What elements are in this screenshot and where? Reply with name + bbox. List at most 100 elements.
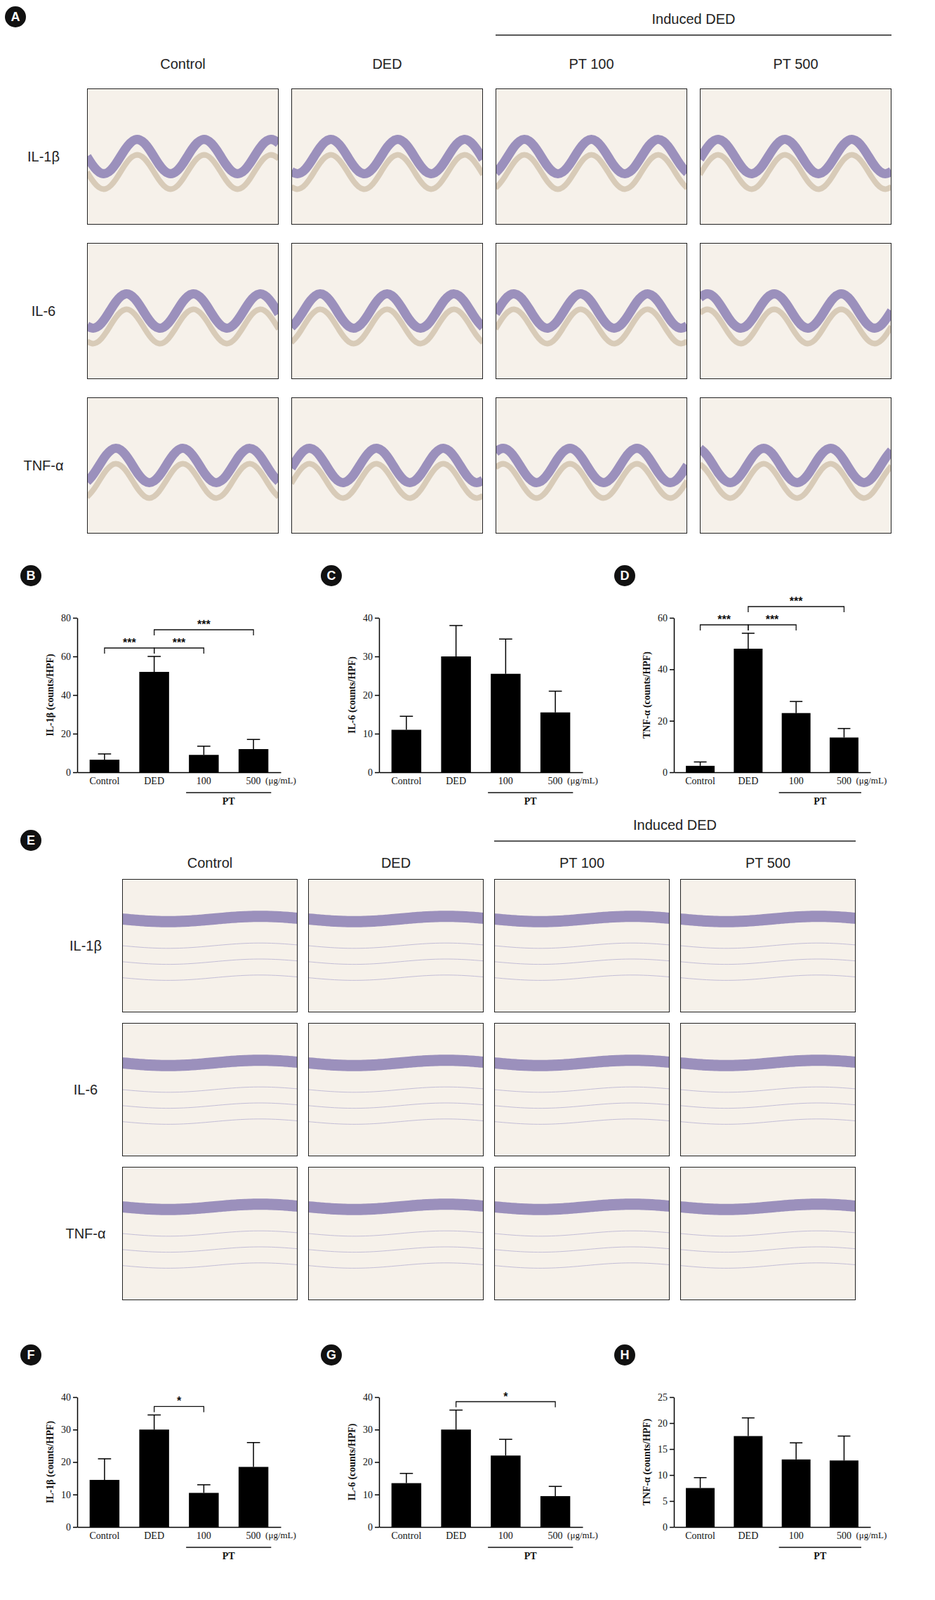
- column-header: PT 100: [559, 854, 605, 871]
- error-bar-cap: [548, 690, 563, 693]
- bar: [238, 1466, 269, 1527]
- bar: [89, 759, 120, 773]
- image-frame: [495, 242, 688, 380]
- image-frame: [495, 397, 688, 534]
- y-tick: 40: [657, 664, 674, 675]
- unit-label: (μg/mL): [265, 774, 297, 786]
- y-axis-title: IL-1β (counts/HPF): [44, 1420, 57, 1503]
- bar-chart: 0204060ControlDED100500TNF-α (counts/HPF…: [641, 595, 887, 807]
- bar: [781, 1459, 811, 1527]
- x-tick-label: 100: [498, 1530, 514, 1541]
- image-frame: [308, 1166, 484, 1301]
- y-tick-mark: [374, 656, 380, 658]
- image-cell: [680, 1022, 856, 1157]
- row-label: TNF-α: [65, 1225, 106, 1242]
- image-background: [122, 1166, 298, 1301]
- image-background: [308, 1166, 484, 1301]
- panel-letter: B: [26, 568, 36, 583]
- y-tick-label: 0: [367, 1521, 373, 1533]
- panel-letter-group: D: [614, 565, 636, 587]
- bar: [685, 765, 715, 773]
- error-bar-cap: [197, 1483, 211, 1486]
- image-frame: [87, 397, 279, 534]
- y-tick-label: 30: [61, 1424, 71, 1435]
- y-tick: 5: [662, 1495, 674, 1507]
- y-tick-mark: [73, 617, 78, 620]
- error-bar-stem: [405, 715, 408, 730]
- x-tick: 100: [498, 1530, 514, 1541]
- error-bar: [197, 746, 211, 755]
- error-bar: [548, 1486, 563, 1496]
- group-label: PT: [813, 1550, 827, 1562]
- error-bar-cap: [400, 1472, 414, 1475]
- tissue-sketch: [494, 975, 670, 981]
- error-bar: [147, 656, 161, 672]
- row-label: IL-1β: [27, 148, 60, 165]
- y-tick-mark: [374, 694, 380, 697]
- x-tick: Control: [89, 1530, 121, 1541]
- x-axis-line: [77, 1526, 282, 1529]
- y-tick-mark: [73, 1429, 78, 1431]
- tissue-sketch: [87, 309, 279, 344]
- tissue-sketch: [308, 1262, 484, 1269]
- y-tick-mark: [669, 1474, 674, 1477]
- x-axis: ControlDED100500: [379, 1527, 584, 1541]
- y-tick: 20: [657, 715, 674, 727]
- image-background: [699, 88, 892, 225]
- bar-chart: 0510152025ControlDED100500TNF-α (counts/…: [641, 1391, 887, 1562]
- y-tick-mark: [669, 1500, 674, 1503]
- tissue-sketch: [494, 1230, 670, 1237]
- column-header: Control: [187, 854, 233, 871]
- tissue-sketch: [699, 448, 892, 483]
- group-line: [487, 791, 573, 794]
- significance-bracket: [748, 624, 797, 631]
- y-tick: 40: [362, 1391, 380, 1403]
- y-tick-mark: [374, 1429, 380, 1431]
- error-bar-stem: [455, 1410, 457, 1430]
- significance-bracket: [154, 1406, 205, 1412]
- image-cell: [699, 242, 892, 380]
- image-cell: [291, 88, 483, 225]
- y-tick-label: 40: [362, 1391, 373, 1403]
- bar-chart: 010203040ControlDED100500IL-6 (counts/HP…: [346, 1390, 599, 1562]
- image-background: [680, 878, 856, 1013]
- row-label: IL-6: [31, 303, 56, 319]
- error-bar-stem: [843, 728, 846, 738]
- group-label: Induced DED: [652, 11, 736, 27]
- panel-letter: H: [620, 1347, 630, 1362]
- image-background: [680, 1022, 856, 1157]
- image-cell: [308, 878, 484, 1013]
- y-tick-label: 15: [657, 1443, 668, 1455]
- x-tick-label: 500: [836, 1530, 852, 1541]
- tissue-sketch: [308, 1246, 484, 1253]
- image-background: [87, 397, 279, 534]
- image-cell: [494, 878, 670, 1013]
- tissue-sketch: [494, 1086, 670, 1093]
- group-label: PT: [813, 796, 827, 807]
- x-tick: Control: [685, 1530, 716, 1541]
- image-cell: [495, 397, 688, 534]
- image-frame: [699, 88, 892, 225]
- y-tick-label: 20: [61, 1456, 71, 1468]
- y-axis: 0204060: [657, 612, 675, 778]
- unit-label: (μg/mL): [567, 1529, 599, 1541]
- y-tick-label: 10: [61, 1489, 71, 1501]
- error-bar-stem: [747, 633, 749, 649]
- tissue-sketch: [308, 916, 484, 922]
- image-cell: [494, 1022, 670, 1157]
- y-tick-label: 20: [657, 1417, 668, 1429]
- x-tick: Control: [89, 775, 121, 787]
- tissue-sketch: [291, 448, 483, 483]
- image-frame: [494, 1166, 670, 1301]
- bar: [829, 737, 859, 773]
- bar-chart: 020406080ControlDED100500IL-1β (counts/H…: [44, 612, 297, 807]
- y-tick-label: 10: [362, 728, 373, 740]
- tissue-sketch: [680, 1118, 856, 1125]
- column-header: PT 100: [568, 56, 614, 72]
- image-background: [699, 397, 892, 534]
- x-tick: 100: [196, 1530, 212, 1541]
- significance-label: *: [176, 1394, 182, 1407]
- bar: [490, 1455, 521, 1527]
- y-axis: 020406080: [61, 612, 78, 778]
- error-bar: [837, 1436, 851, 1461]
